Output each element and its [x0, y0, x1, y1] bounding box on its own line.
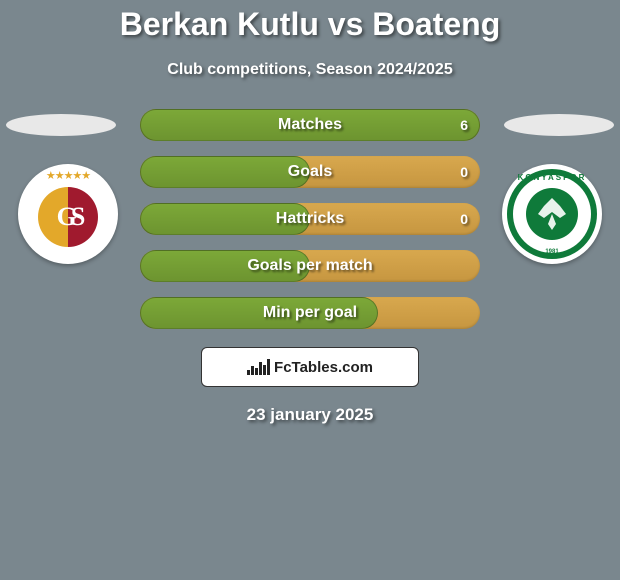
comparison-panel: ★★★★★ GS KONYASPOR 1981 Matches 6 Goals …	[0, 109, 620, 425]
club-initials: GS	[57, 202, 80, 232]
club-logo-right: KONYASPOR 1981	[502, 164, 602, 264]
stat-bar: Min per goal	[140, 297, 480, 329]
bar-value-right: 6	[460, 117, 468, 133]
club-stars: ★★★★★	[46, 169, 90, 182]
brand-badge[interactable]: FcTables.com	[201, 347, 419, 387]
eagle-icon	[526, 188, 578, 240]
bar-value-right: 0	[460, 164, 468, 180]
stat-bars: Matches 6 Goals 0 Hattricks 0 Goals per …	[140, 109, 480, 329]
page-title: Berkan Kutlu vs Boateng	[0, 0, 620, 43]
konyaspor-icon: KONYASPOR 1981	[507, 169, 597, 259]
stat-bar: Matches 6	[140, 109, 480, 141]
bar-label: Hattricks	[276, 210, 344, 228]
bar-label: Min per goal	[263, 304, 357, 322]
player-shadow-right	[504, 114, 614, 136]
galatasaray-icon: ★★★★★ GS	[33, 179, 103, 249]
club-logo-left: ★★★★★ GS	[18, 164, 118, 264]
club-year: 1981	[545, 249, 558, 255]
brand-text: FcTables.com	[274, 359, 373, 376]
player-shadow-left	[6, 114, 116, 136]
subtitle: Club competitions, Season 2024/2025	[0, 61, 620, 79]
bar-label: Goals	[288, 163, 332, 181]
bar-fill	[140, 156, 310, 188]
bar-label: Matches	[278, 116, 342, 134]
bar-value-right: 0	[460, 211, 468, 227]
stat-bar: Goals per match	[140, 250, 480, 282]
chart-icon	[247, 359, 270, 375]
bar-label: Goals per match	[247, 257, 372, 275]
stat-bar: Goals 0	[140, 156, 480, 188]
club-name-ring: KONYASPOR	[518, 173, 587, 182]
stat-bar: Hattricks 0	[140, 203, 480, 235]
date-text: 23 january 2025	[0, 405, 620, 425]
